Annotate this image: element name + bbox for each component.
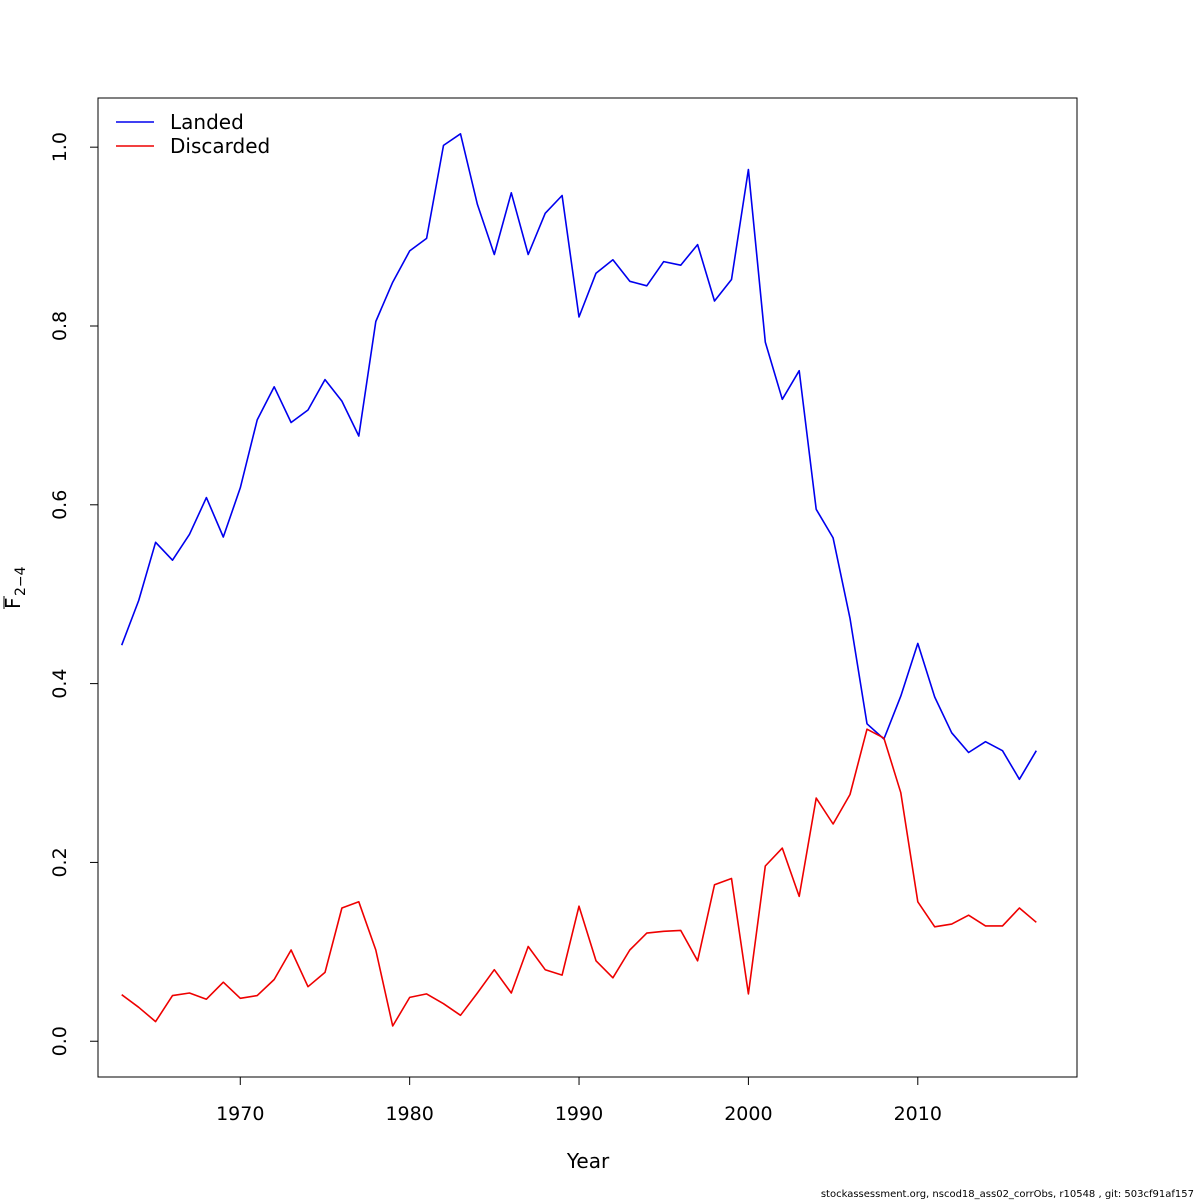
x-tick-label: 1970 (216, 1103, 264, 1125)
legend-label-landed: Landed (170, 110, 244, 134)
series-line-landed (120, 133, 1037, 781)
y-tick-label: 0.0 (49, 1026, 71, 1056)
y-tick-label: 0.8 (49, 311, 71, 341)
x-axis-title: Year (566, 1149, 610, 1173)
y-axis-title-subscript: 2−4 (13, 566, 29, 596)
y-tick-label: 0.4 (49, 669, 71, 699)
x-axis: 1970 1980 1990 2000 2010 (216, 1077, 942, 1125)
series-line-discarded (121, 728, 1037, 1027)
y-tick-label: 0.2 (49, 847, 71, 877)
plot-frame (97, 97, 1078, 1078)
x-tick-label: 1990 (555, 1103, 603, 1125)
y-axis: 0.0 0.2 0.4 0.6 0.8 1.0 (49, 132, 98, 1056)
series-layer (120, 133, 1037, 1027)
y-tick-label: 1.0 (49, 132, 71, 162)
footer-credit: stockassessment.org, nscod18_ass02_corrO… (821, 1189, 1194, 1200)
y-axis-title: F 2−4 (1, 566, 29, 609)
x-tick-label: 2000 (724, 1103, 772, 1125)
x-tick-label: 1980 (385, 1103, 433, 1125)
y-axis-title-main: F (1, 597, 25, 609)
legend-label-discarded: Discarded (170, 134, 270, 158)
x-tick-label: 2010 (894, 1103, 942, 1125)
y-tick-label: 0.6 (49, 490, 71, 520)
legend: Landed Discarded (116, 110, 270, 158)
